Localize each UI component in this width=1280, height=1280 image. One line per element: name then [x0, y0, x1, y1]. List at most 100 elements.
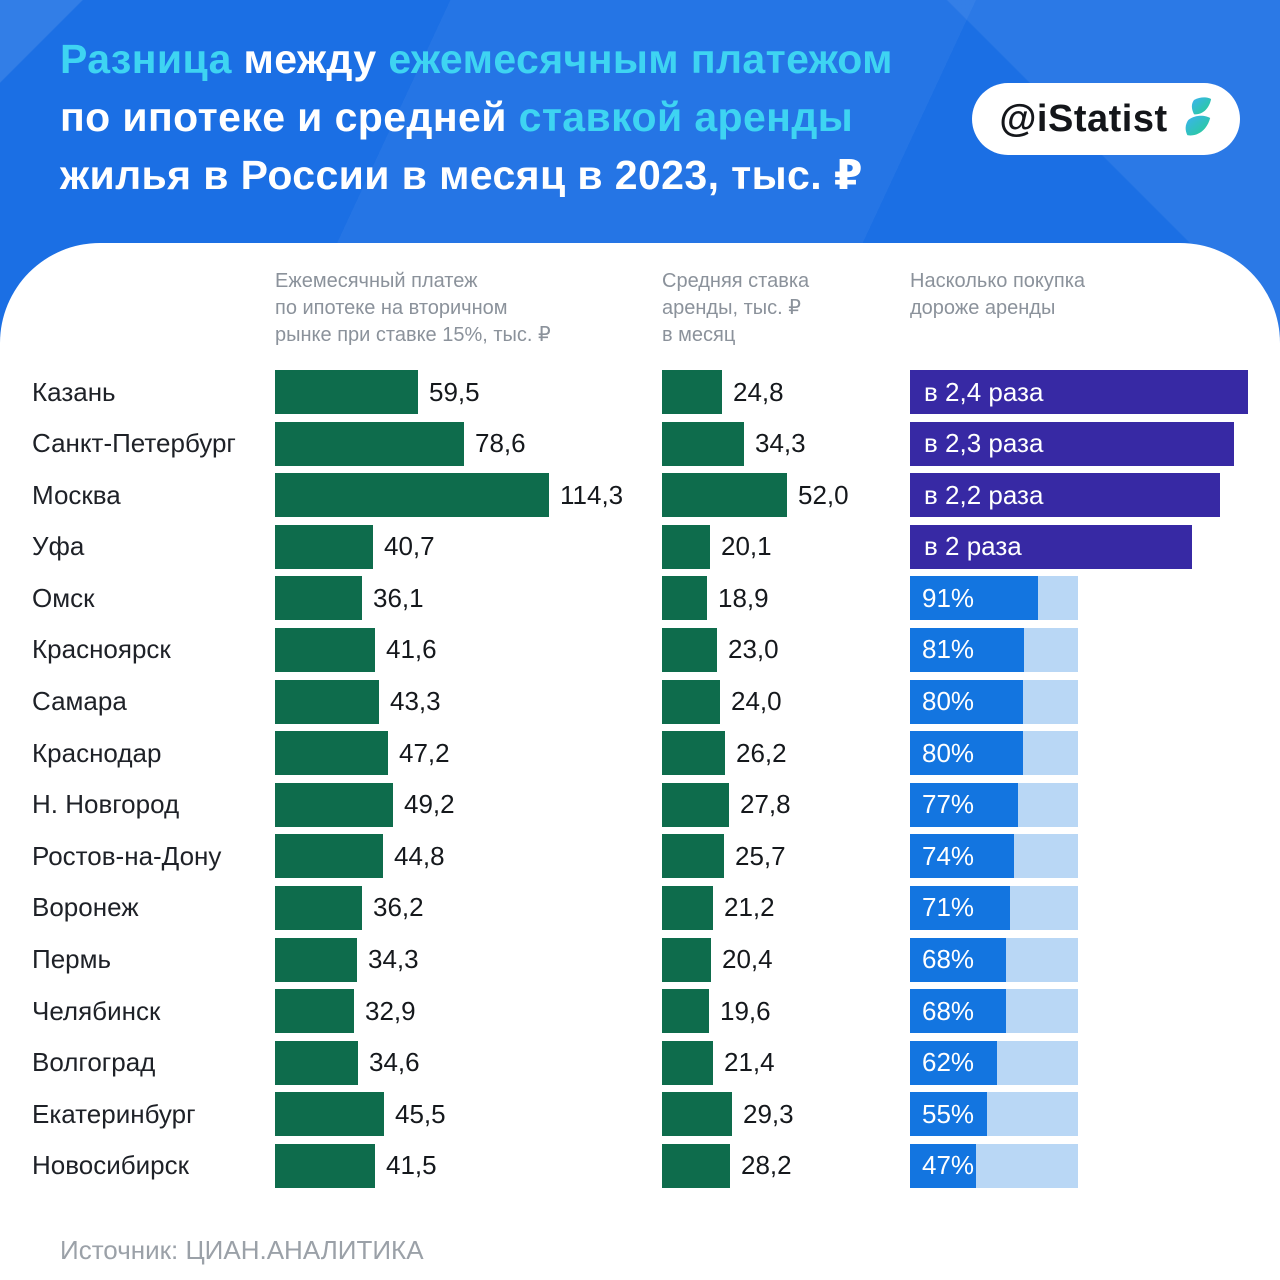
rent-value: 34,3 — [755, 428, 806, 459]
table-row: Краснодар 47,2 26,2 80% — [0, 731, 1280, 783]
title-accent-text: Разница — [60, 36, 232, 82]
percent-bar: 77% — [910, 782, 1018, 827]
rent-bar — [662, 576, 707, 621]
table-row: Ростов-на-Дону 44,8 25,7 74% — [0, 834, 1280, 886]
rent-bar — [662, 1143, 730, 1188]
mortgage-bar — [275, 524, 373, 569]
rent-value: 28,2 — [741, 1150, 792, 1181]
rent-bar — [662, 370, 722, 414]
mortgage-value: 45,5 — [395, 1098, 446, 1129]
table-row: Омск 36,1 18,9 91% — [0, 576, 1280, 628]
rent-bar — [662, 885, 713, 930]
rent-value: 52,0 — [798, 479, 849, 510]
percent-bar: 91% — [910, 576, 1038, 621]
mortgage-bar — [275, 421, 464, 466]
title-text: между — [231, 36, 389, 82]
city-label: Омск — [32, 582, 95, 613]
percent-bar: 55% — [910, 1092, 987, 1137]
title-accent-text: ставкой аренды — [518, 94, 854, 140]
rent-value: 19,6 — [720, 995, 771, 1026]
column-header-mortgage: Ежемесячный платеж по ипотеке на вторичн… — [275, 270, 551, 346]
mortgage-value: 114,3 — [560, 479, 624, 510]
rent-value: 24,8 — [733, 376, 784, 407]
mortgage-value: 47,2 — [399, 737, 450, 768]
percent-bar: 80% — [910, 731, 1023, 776]
mortgage-value: 49,2 — [404, 789, 455, 820]
city-label: Казань — [32, 376, 116, 407]
table-row: Красноярск 41,6 23,0 81% — [0, 627, 1280, 680]
mortgage-bar — [275, 1092, 384, 1137]
table-row: Санкт-Петербург 78,6 34,3 в 2,3 раза — [0, 421, 1280, 474]
percent-bar: 71% — [910, 885, 1010, 930]
table-row: Новосибирск 41,5 28,2 47% — [0, 1143, 1280, 1196]
table-row: Воронеж 36,2 21,2 71% — [0, 885, 1280, 938]
mortgage-value: 41,5 — [386, 1150, 437, 1181]
table-row: Волгоград 34,6 21,4 62% — [0, 1040, 1280, 1093]
city-label: Уфа — [32, 531, 85, 562]
ratio-bar: в 2 раза — [910, 524, 1192, 569]
mortgage-value: 44,8 — [394, 840, 445, 871]
city-label: Самара — [32, 686, 127, 717]
table-row: Пермь 34,3 20,4 68% — [0, 937, 1280, 990]
ratio-bar: в 2,3 раза — [910, 421, 1234, 466]
mortgage-bar — [275, 731, 388, 776]
mortgage-value: 34,3 — [368, 944, 419, 975]
mortgage-value: 43,3 — [390, 686, 441, 717]
mortgage-value: 40,7 — [384, 531, 435, 562]
rent-bar — [662, 937, 711, 982]
mortgage-bar — [275, 627, 375, 672]
title-text: по ипотеке и средней — [60, 94, 519, 140]
title-text: жилья в России в месяц в 2023, тыс. ₽ — [60, 152, 863, 198]
ratio-bar: в 2,2 раза — [910, 473, 1220, 518]
mortgage-bar — [275, 834, 383, 879]
leaf-icon — [1185, 97, 1211, 136]
mortgage-bar — [275, 370, 418, 414]
mortgage-value: 36,1 — [373, 582, 424, 613]
table-row: Уфа 40,7 20,1 в 2 раза — [0, 524, 1280, 577]
mortgage-bar — [275, 1040, 358, 1085]
mortgage-value: 59,5 — [429, 376, 480, 407]
table-row: Н. Новгород 49,2 27,8 77% — [0, 782, 1280, 835]
table-row: Екатеринбург 45,5 29,3 55% — [0, 1092, 1280, 1144]
rent-bar — [662, 627, 717, 672]
city-label: Пермь — [32, 944, 112, 975]
ratio-bar: в 2,4 раза — [910, 370, 1248, 414]
rent-bar — [662, 989, 709, 1034]
rent-value: 18,9 — [718, 582, 769, 613]
mortgage-bar — [275, 782, 393, 827]
table-row: Челябинск 32,9 19,6 68% — [0, 989, 1280, 1041]
source-note: Источник: ЦИАН.АНАЛИТИКА — [60, 1235, 424, 1265]
mortgage-bar — [275, 679, 379, 724]
rent-bar — [662, 524, 710, 569]
rent-value: 20,1 — [721, 531, 772, 562]
mortgage-value: 78,6 — [475, 428, 526, 459]
percent-bar: 47% — [910, 1143, 976, 1188]
mortgage-bar — [275, 885, 362, 930]
rent-value: 21,4 — [724, 1047, 775, 1078]
logo-badge: @iStatist — [972, 83, 1240, 155]
page-title: Разница между ежемесячным платежом по ипо… — [60, 30, 893, 204]
rent-bar — [662, 1092, 732, 1137]
table-row: Москва 114,3 52,0 в 2,2 раза — [0, 473, 1280, 525]
rent-bar — [662, 782, 729, 827]
rent-bar — [662, 731, 725, 776]
percent-bar: 62% — [910, 1040, 997, 1085]
percent-bar: 68% — [910, 989, 1006, 1034]
rent-value: 24,0 — [731, 686, 782, 717]
mortgage-value: 32,9 — [365, 995, 416, 1026]
rent-bar — [662, 679, 720, 724]
city-label: Санкт-Петербург — [32, 428, 236, 459]
rent-value: 20,4 — [722, 944, 773, 975]
city-label: Новосибирск — [32, 1150, 189, 1181]
mortgage-bar — [275, 1143, 375, 1188]
mortgage-bar — [275, 473, 549, 518]
mortgage-bar — [275, 937, 357, 982]
percent-bar: 80% — [910, 679, 1023, 724]
chart-panel: Ежемесячный платеж по ипотеке на вторичн… — [0, 243, 1280, 1280]
rent-value: 25,7 — [735, 840, 786, 871]
mortgage-value: 34,6 — [369, 1047, 420, 1078]
city-label: Москва — [32, 479, 121, 510]
city-label: Челябинск — [32, 995, 161, 1026]
percent-bar: 74% — [910, 834, 1014, 879]
